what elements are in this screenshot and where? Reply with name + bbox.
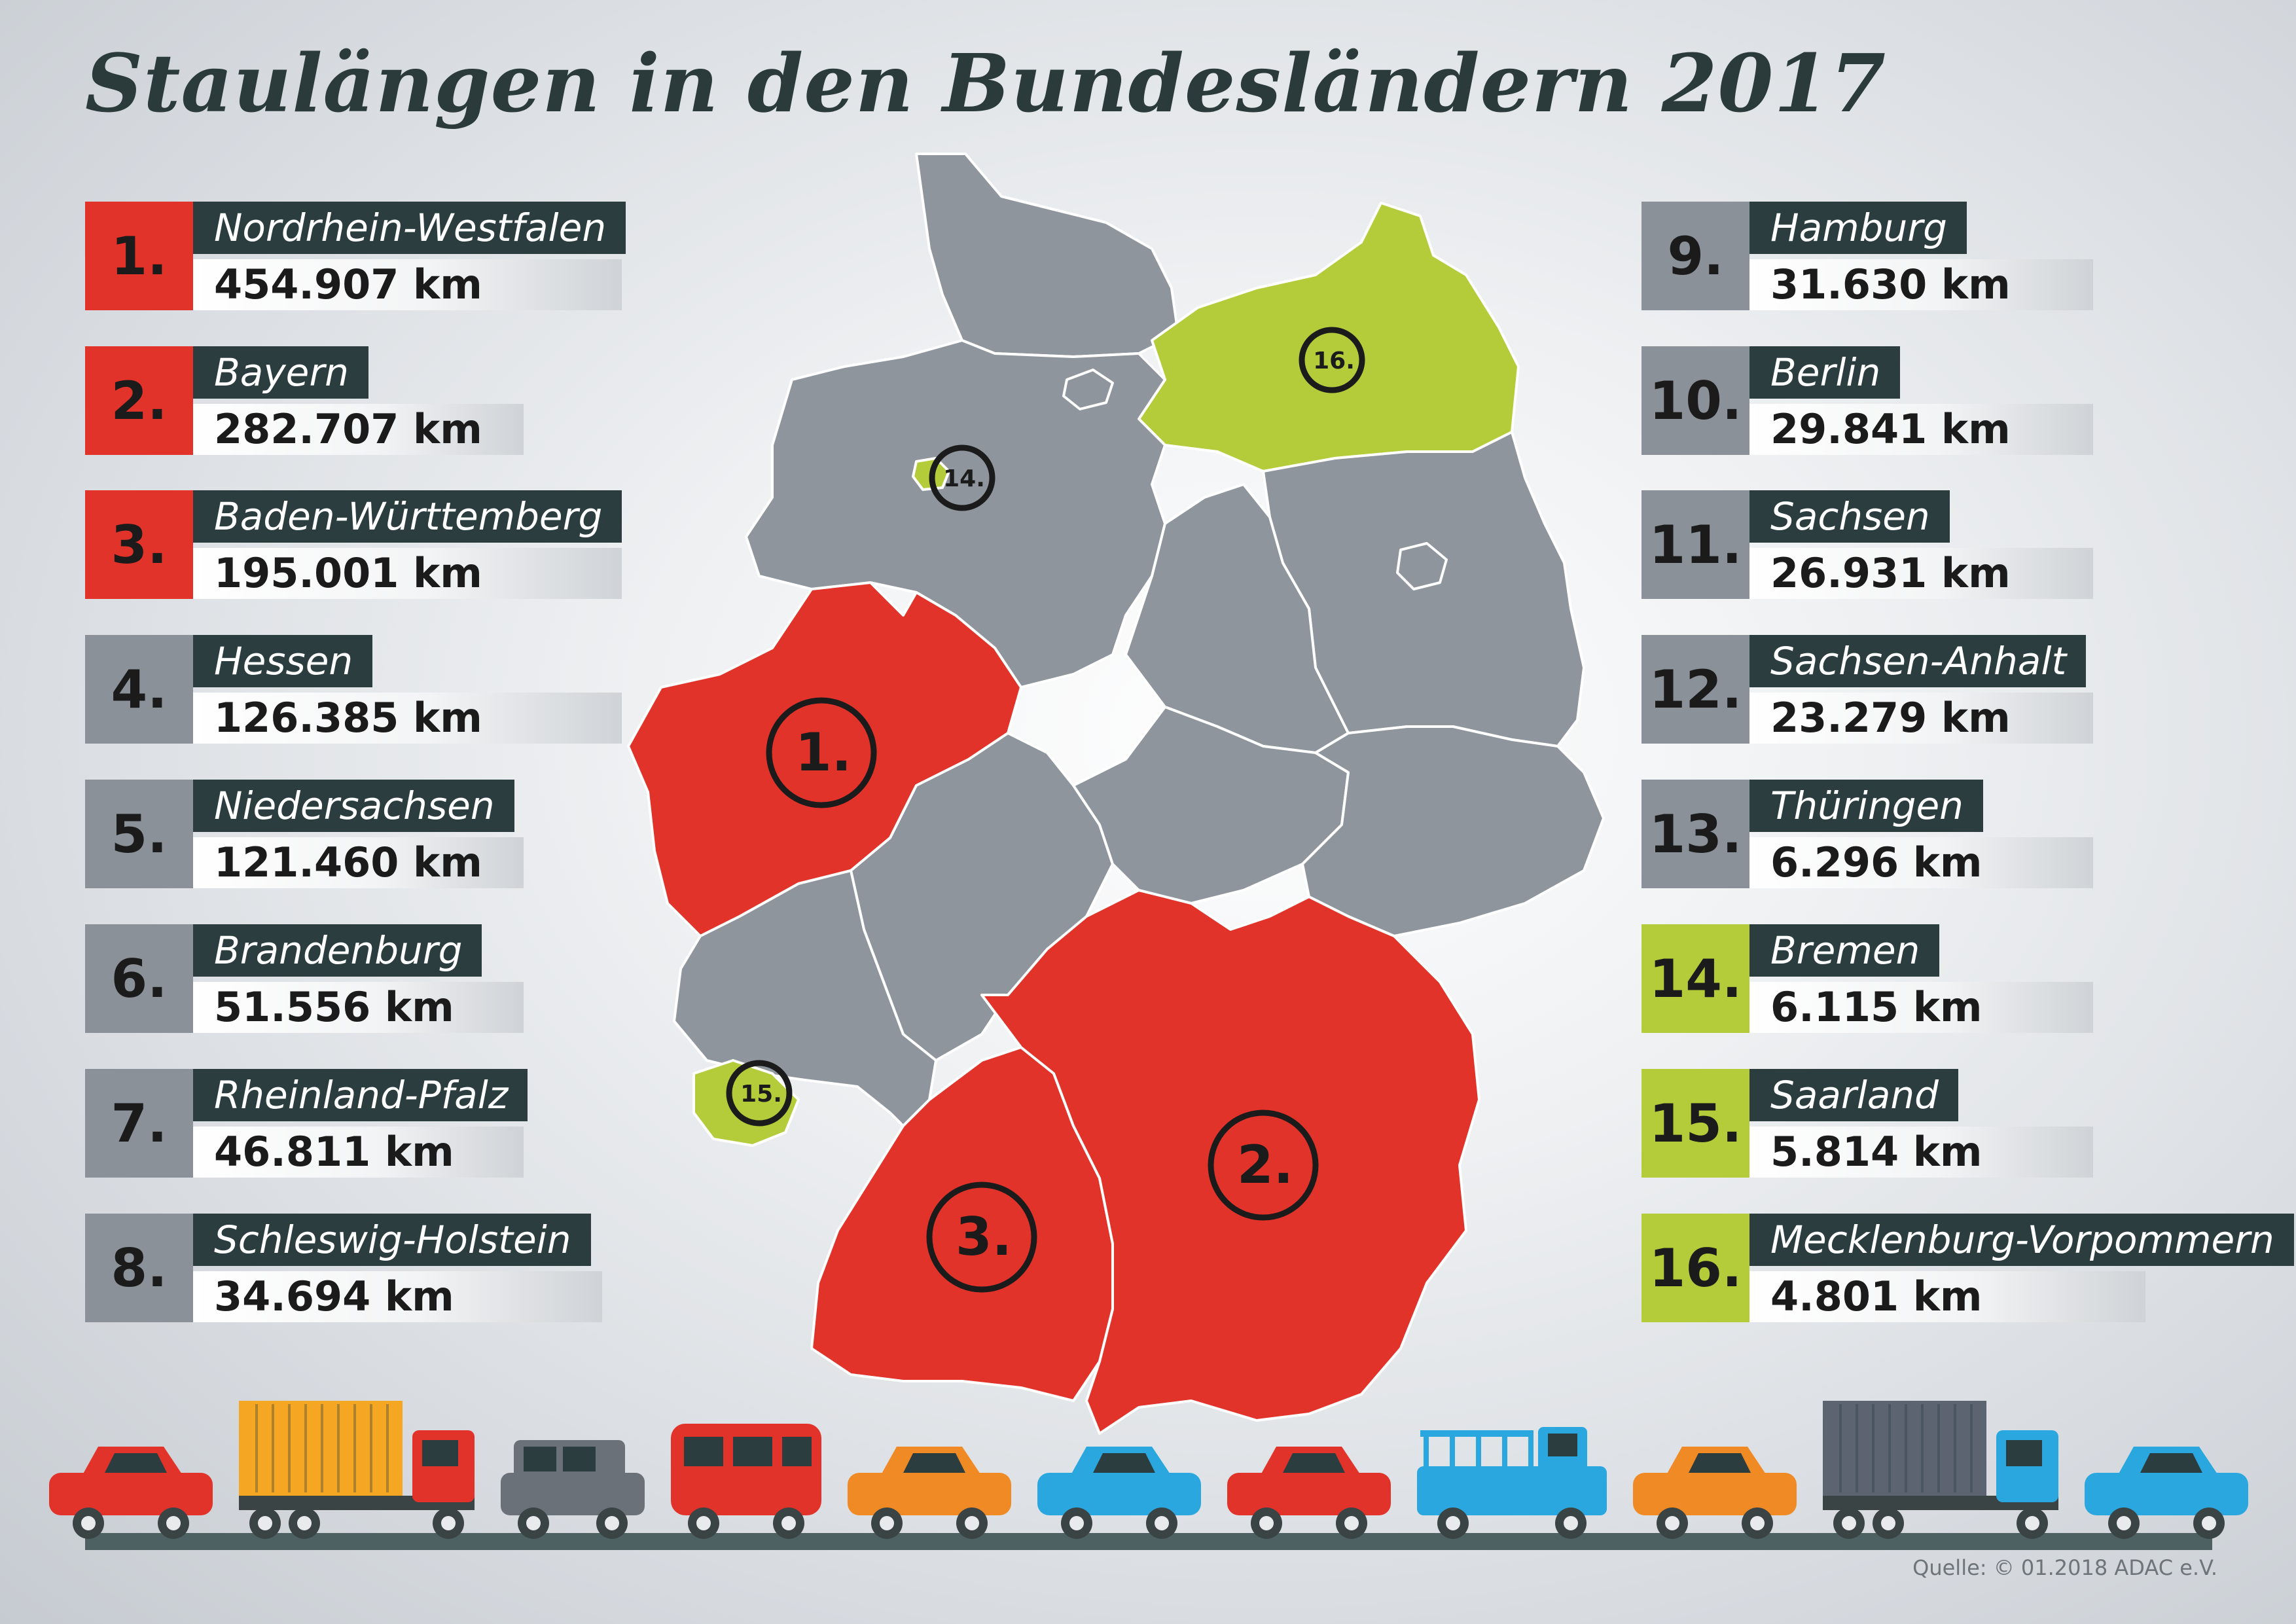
jam-length: 5.814 km [1749,1127,2093,1178]
rank-number: 11. [1641,490,1749,599]
jam-length: 195.001 km [193,548,622,599]
rank-number: 16. [1641,1214,1749,1322]
jam-length: 46.811 km [193,1127,524,1178]
page-title: Staulängen in den Bundesländern 2017 [85,36,1887,130]
jam-length: 34.694 km [193,1271,602,1322]
jam-length: 26.931 km [1749,548,2093,599]
rank-number: 14. [1641,924,1749,1033]
state-name: Baden-Württemberg [193,490,622,543]
jam-length: 4.801 km [1749,1271,2145,1322]
map-label-circle-bw [926,1182,1037,1293]
vehicle-suv [501,1440,645,1539]
map-state-bayern[interactable] [980,889,1480,1435]
rank-number: 8. [85,1214,193,1322]
rank-number: 4. [85,635,193,744]
state-name: Hamburg [1749,202,1967,254]
state-name: Bayern [193,346,368,399]
map-state-hamburg[interactable] [1062,369,1114,410]
rank-number: 15. [1641,1069,1749,1178]
vehicle-van [671,1424,821,1539]
rank-number: 13. [1641,780,1749,888]
jam-length: 6.115 km [1749,982,2093,1033]
map-state-sachsen[interactable] [1301,725,1605,937]
state-name: Nordrhein-Westfalen [193,202,626,254]
jam-length: 6.296 km [1749,837,2093,888]
rank-number: 12. [1641,635,1749,744]
rank-number: 6. [85,924,193,1033]
rank-number: 10. [1641,346,1749,455]
jam-length: 31.630 km [1749,259,2093,310]
state-name: Berlin [1749,346,1901,399]
jam-length: 29.841 km [1749,404,2093,455]
map-label-circle-saarland [726,1060,793,1127]
rank-number: 2. [85,346,193,455]
state-name: Sachsen-Anhalt [1749,635,2087,687]
vehicle-container-truck [1823,1401,2058,1539]
source-note: Quelle: © 01.2018 ADAC e.V. [1912,1555,2217,1580]
map-label-bw: 3. [956,1206,1012,1267]
state-name: Schleswig-Holstein [193,1214,591,1266]
rank-number: 1. [85,202,193,310]
map-label-circle-bremen [929,444,996,511]
vehicle-container-truck [239,1401,475,1539]
rank-number: 7. [85,1069,193,1178]
map-state-niedersachsen[interactable] [745,339,1166,689]
jam-length: 51.556 km [193,982,524,1033]
vehicle-car [1633,1447,1797,1539]
vehicle-pickup [1417,1427,1607,1539]
map-state-mecklenburg-vorpommern[interactable] [1138,202,1520,473]
jam-length: 23.279 km [1749,693,2093,744]
vehicle-car [49,1447,213,1539]
map-label-bremen: 14. [943,465,985,492]
state-name: Rheinland-Pfalz [193,1069,528,1121]
state-name: Mecklenburg-Vorpommern [1749,1214,2294,1266]
vehicle-car [1037,1447,1201,1539]
state-name: Brandenburg [193,924,482,977]
state-name: Niedersachsen [193,780,514,832]
state-name: Sachsen [1749,490,1950,543]
rank-number: 5. [85,780,193,888]
rank-number: 9. [1641,202,1749,310]
state-name: Bremen [1749,924,1940,977]
vehicle-car [1227,1447,1391,1539]
jam-length: 454.907 km [193,259,622,310]
map-label-nrw: 1. [795,722,852,783]
map-state-berlin[interactable] [1396,542,1448,590]
jam-length: 121.460 km [193,837,524,888]
state-name: Saarland [1749,1069,1958,1121]
state-name: Hessen [193,635,373,687]
map-label-circle-nrw [766,697,877,808]
map-label-circle-bayern [1208,1110,1319,1221]
map-label-bayern: 2. [1237,1134,1293,1195]
vehicle-car [848,1447,1011,1539]
state-name: Thüringen [1749,780,1983,832]
rank-number: 3. [85,490,193,599]
map-label-mv: 16. [1313,348,1355,374]
map-label-circle-mv [1299,327,1365,393]
jam-length: 126.385 km [193,693,622,744]
map-label-saarland: 15. [740,1081,782,1108]
vehicle-car [2085,1447,2248,1539]
jam-length: 282.707 km [193,404,524,455]
